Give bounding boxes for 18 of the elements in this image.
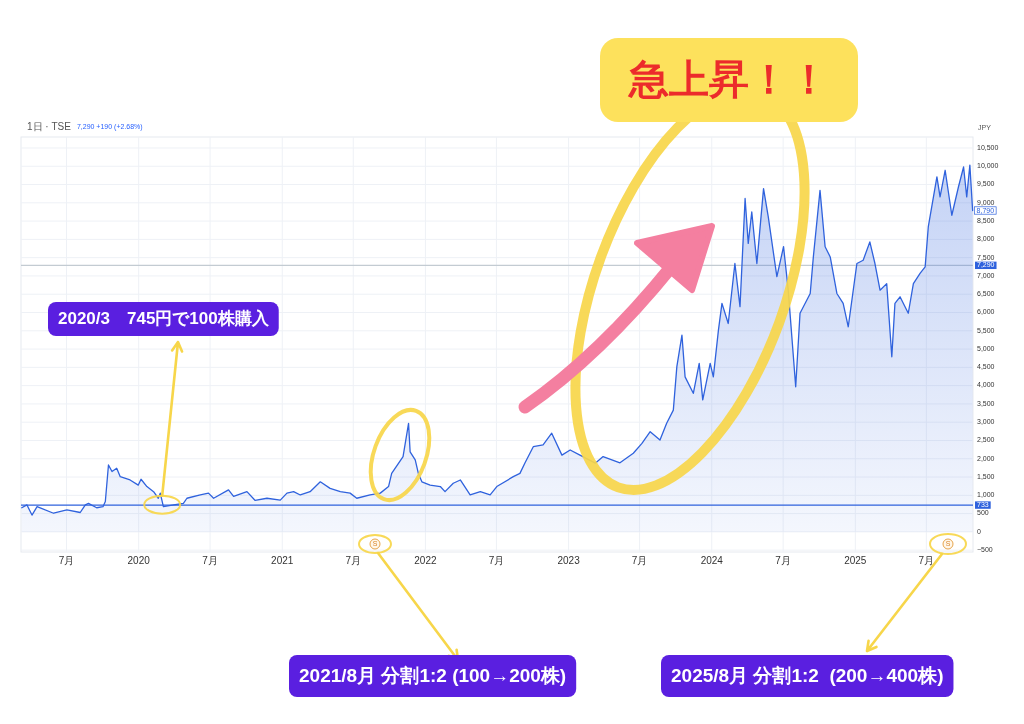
x-tick-label: 2022 bbox=[414, 554, 437, 566]
x-tick-label: 2020 bbox=[127, 554, 151, 566]
x-tick-label: 2024 bbox=[700, 554, 724, 566]
text: 2025/8月 分割1:2 (200→400株) bbox=[671, 665, 944, 687]
x-tick-label: 7月 bbox=[775, 554, 791, 566]
x-tick-label: 7月 bbox=[202, 554, 218, 566]
chart-subtitle: 1日 · TSE bbox=[27, 120, 72, 132]
x-tick-label: 2025 bbox=[844, 554, 867, 566]
x-tick-label: 7月 bbox=[631, 554, 648, 566]
x-tick-label: 7月 bbox=[345, 554, 362, 566]
annotation: 2020/3 745円で100株購入 bbox=[58, 309, 270, 329]
x-tick-label: 7月 bbox=[488, 554, 505, 566]
x-tick-label: 2021 bbox=[271, 554, 294, 566]
x-tick-label: 2023 bbox=[557, 554, 581, 566]
x-tick-label: 7月 bbox=[918, 554, 935, 566]
text: 2021/8月 分割1:2 (100→200株) bbox=[299, 665, 567, 687]
chart-title: 急上昇！！ bbox=[627, 56, 829, 101]
x-tick-label: 7月 bbox=[58, 554, 75, 566]
